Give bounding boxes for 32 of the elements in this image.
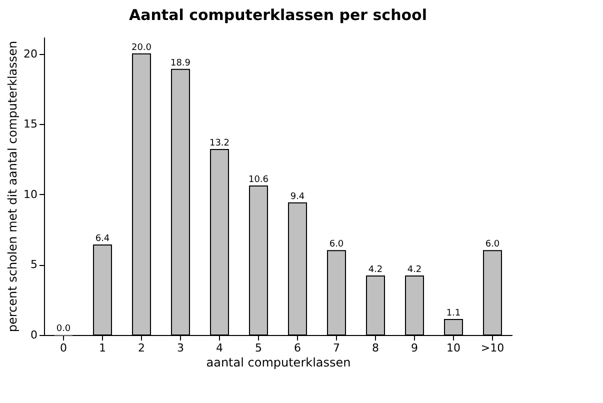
- x-tick-label: 0: [60, 342, 67, 354]
- x-tick-label: 10: [446, 342, 460, 354]
- x-tick-label: 3: [177, 342, 184, 354]
- x-tick-label: 6: [294, 342, 301, 354]
- x-tick-label: 1: [99, 342, 106, 354]
- data-label: 10.6: [248, 175, 269, 185]
- chart-title: Aantal computerklassen per school: [128, 6, 428, 24]
- x-tick-label: 7: [333, 342, 340, 354]
- data-label: 20.0: [131, 42, 152, 53]
- data-label: 6.4: [95, 234, 110, 244]
- x-tick-label: 4: [216, 342, 223, 354]
- data-label: 1.1: [446, 308, 461, 319]
- data-label: 18.9: [170, 58, 191, 68]
- y-tick-label: 5: [30, 258, 38, 272]
- x-tick-label: 5: [255, 342, 262, 354]
- y-axis-title: percent scholen met dit aantal computerklassen: [6, 40, 20, 332]
- x-tick-label: 9: [411, 342, 418, 354]
- y-tick-label: 10: [24, 188, 38, 201]
- data-label: 0.0: [56, 324, 71, 334]
- data-label: 13.2: [209, 138, 230, 148]
- data-label: 6.0: [485, 240, 500, 250]
- x-tick-label: 8: [372, 342, 379, 354]
- x-axis-title: aantal computerklassen: [206, 356, 351, 370]
- data-label: 9.4: [290, 192, 305, 202]
- x-tick-label: 2: [138, 342, 145, 354]
- data-label: 4.2: [368, 264, 383, 275]
- data-label: 4.2: [407, 264, 422, 275]
- x-tick-label: >10: [480, 342, 504, 354]
- y-tick-label: 0: [30, 328, 38, 342]
- y-tick-label: 15: [24, 118, 38, 131]
- data-label: 6.0: [329, 240, 344, 250]
- y-tick-label: 20: [24, 47, 38, 60]
